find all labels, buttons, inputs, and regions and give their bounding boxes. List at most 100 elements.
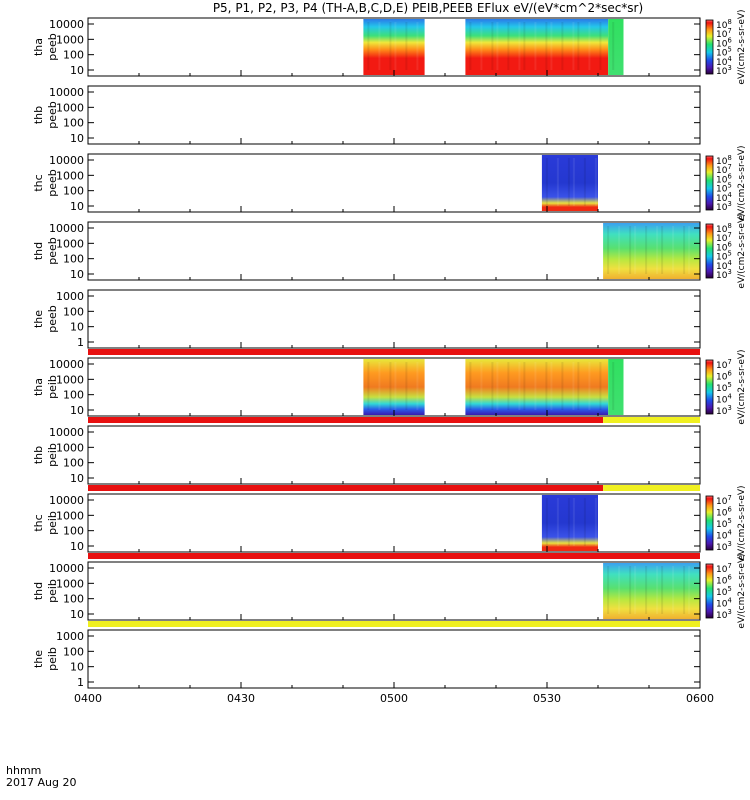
colorbar-tick-label: 104 (716, 529, 732, 542)
y-tick-label: 1000 (56, 441, 84, 454)
y-tick-label: 10 (70, 661, 84, 674)
colorbar-tick-label: 103 (716, 404, 732, 417)
spectrogram-streak (588, 22, 591, 70)
spectrogram-streak (507, 362, 510, 410)
spectrogram-streak (618, 566, 621, 614)
panel-label-probe: thb (32, 106, 45, 124)
spectrogram-streak (612, 22, 615, 70)
colorbar (705, 19, 714, 75)
colorbar-label: eV/(cm2-s-sr-eV) (737, 145, 747, 220)
panel-label-product: peeb (46, 237, 59, 265)
flag-segment (603, 485, 700, 491)
panel-label-probe: the (32, 310, 45, 328)
colorbar-tick-label: 103 (716, 608, 732, 621)
colorbar-tick-label: 107 (716, 163, 732, 176)
spectrogram-streak (599, 22, 602, 70)
spectrogram-streak (656, 226, 659, 274)
spectrogram-streak (469, 22, 472, 70)
spectrogram-segment (608, 359, 624, 415)
panel-thb-peeb: 10000 1000 100 10 thb peeb (32, 85, 701, 145)
y-tick-label: 100 (63, 593, 84, 606)
colorbar-tick-label: 107 (716, 27, 732, 40)
panel-the-peeb: 1000 100 10 1 the peeb (32, 289, 701, 349)
panel-label-product: peib (46, 647, 59, 671)
spectrogram-streak (607, 566, 610, 614)
panel-frame (87, 629, 701, 689)
spectrogram-segment (363, 19, 425, 75)
colorbar-tick-label: 108 (716, 18, 732, 31)
panel-label-probe: tha (32, 378, 45, 396)
flag-segment (88, 485, 604, 491)
spectrogram-streak (599, 362, 602, 410)
colorbar-tick-label: 103 (716, 540, 732, 553)
spectrogram-streak (416, 22, 419, 70)
y-tick-label: 100 (63, 645, 84, 658)
spectrogram-streak (545, 22, 548, 70)
spectrogram-segment (603, 223, 700, 279)
y-tick-label: 10 (70, 200, 84, 213)
y-tick-label: 100 (63, 305, 84, 318)
spectrogram-streak (378, 362, 381, 410)
spectrogram-streak (523, 22, 526, 70)
quality-flag-bar (88, 417, 700, 423)
spectrogram-streak (405, 22, 408, 70)
y-tick-label: 1000 (56, 373, 84, 386)
colorbar-tick-label: 106 (716, 574, 732, 587)
date-label: 2017 Aug 20 (6, 776, 76, 789)
y-tick-label: 10000 (49, 222, 84, 235)
colorbar-label: eV/(cm2-s-sr-eV) (737, 9, 747, 84)
spectrogram-streak (612, 362, 615, 410)
spectrogram-streak (496, 362, 499, 410)
spectrogram-streak (634, 566, 637, 614)
spectrogram-streak (688, 226, 691, 274)
spectrogram-streak (518, 362, 521, 410)
panel-label-product: peeb (46, 101, 59, 129)
spectrogram-streak (561, 22, 564, 70)
flag-segment (88, 553, 700, 559)
flag-segment (88, 417, 604, 423)
y-tick-label: 1 (77, 676, 84, 689)
spectrogram-streak (577, 22, 580, 70)
panel-label-probe: thc (32, 174, 45, 191)
colorbar (705, 359, 714, 415)
panel-label-product: peib (46, 375, 59, 399)
x-tick-label: 0430 (227, 692, 255, 705)
flag-segment (603, 417, 700, 423)
spectrogram-streak (572, 158, 575, 206)
spectrogram-streak (550, 22, 553, 70)
spectrogram-streak (491, 362, 494, 410)
spectrogram-streak (567, 158, 570, 206)
colorbar-tick-label: 106 (716, 370, 732, 383)
colorbar-tick-label: 106 (716, 506, 732, 519)
colorbar-tick-label: 106 (716, 172, 732, 185)
panel-label-probe: thd (32, 242, 45, 260)
spectrogram-streak (534, 22, 537, 70)
colorbar-tick-label: 105 (716, 250, 732, 263)
colorbar-label: eV/(cm2-s-sr-eV) (737, 485, 747, 560)
spectrogram-streak (594, 158, 597, 206)
spectrogram-streak (394, 362, 397, 410)
spectrogram-streak (518, 22, 521, 70)
spectrogram-streak (534, 362, 537, 410)
spectrogram-segment (465, 359, 609, 415)
spectrogram-segment (465, 19, 609, 75)
colorbar-tick-label: 108 (716, 222, 732, 235)
panel-label-probe: thc (32, 514, 45, 531)
spectrogram-streak (672, 566, 675, 614)
spectrogram-streak (550, 362, 553, 410)
spectrogram-streak (656, 566, 659, 614)
spectrogram-streak (394, 22, 397, 70)
y-tick-label: 10 (70, 321, 84, 334)
panel-frame (87, 289, 701, 349)
colorbar (705, 223, 714, 279)
colorbar-tick-label: 105 (716, 517, 732, 530)
colorbar-label: eV/(cm2-s-sr-eV) (737, 349, 747, 424)
panel-label-probe: thd (32, 582, 45, 600)
spectrogram-streak (572, 22, 575, 70)
y-tick-label: 100 (63, 525, 84, 538)
